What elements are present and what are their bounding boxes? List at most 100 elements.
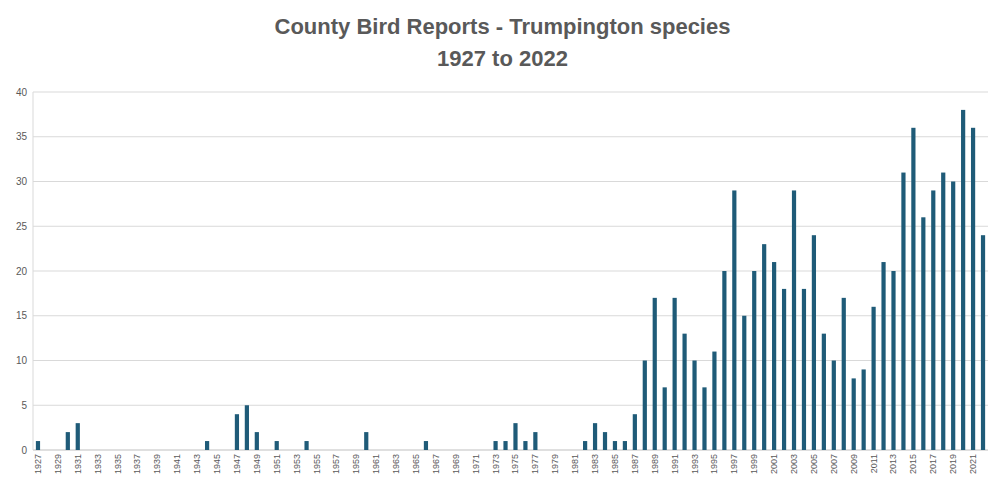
bar	[474, 450, 478, 451]
bar	[334, 450, 338, 451]
bar	[295, 450, 299, 451]
y-tick-label: 5	[21, 400, 27, 411]
bar	[732, 190, 736, 450]
bar	[106, 450, 110, 451]
bar	[663, 387, 667, 450]
x-tick-label: 1983	[590, 454, 600, 474]
bar	[145, 450, 149, 451]
bar	[931, 190, 935, 450]
y-tick-label: 30	[16, 176, 28, 187]
grid-line	[33, 226, 988, 227]
bar	[523, 441, 527, 450]
bar	[484, 450, 488, 451]
bar	[901, 173, 905, 450]
x-tick-label: 1941	[172, 454, 182, 474]
x-tick-label: 2017	[928, 454, 938, 474]
bar	[96, 450, 100, 451]
bar	[46, 450, 50, 451]
bar	[513, 423, 517, 450]
bar	[464, 450, 468, 451]
x-tick-label: 1945	[212, 454, 222, 474]
bar	[66, 432, 70, 450]
bar	[682, 334, 686, 450]
x-tick-label: 2019	[948, 454, 958, 474]
x-tick-label: 1937	[132, 454, 142, 474]
x-tick-label: 1951	[272, 454, 282, 474]
x-tick-label: 1977	[530, 454, 540, 474]
x-tick-label: 1935	[113, 454, 123, 474]
bar	[434, 450, 438, 451]
bar	[941, 173, 945, 450]
y-tick-label: 40	[16, 87, 28, 98]
bar	[613, 441, 617, 450]
x-tick-label: 2015	[908, 454, 918, 474]
bar	[553, 450, 557, 451]
x-tick-label: 1979	[550, 454, 560, 474]
x-tick-label: 1985	[610, 454, 620, 474]
bar	[762, 244, 766, 450]
bar	[543, 450, 547, 451]
bar	[344, 450, 348, 451]
x-tick-label: 1991	[670, 454, 680, 474]
bar	[314, 450, 318, 451]
x-tick-label: 1963	[391, 454, 401, 474]
x-tick-label: 1949	[252, 454, 262, 474]
bar	[255, 432, 259, 450]
bar	[911, 128, 915, 450]
bar	[354, 450, 358, 451]
bar	[115, 450, 119, 451]
chart: County Bird Reports - Trumpington specie…	[0, 0, 1005, 491]
bar	[842, 298, 846, 450]
bars	[36, 110, 985, 450]
bar	[503, 441, 507, 450]
bar	[414, 450, 418, 451]
bar	[245, 405, 249, 450]
x-tick-label: 1957	[331, 454, 341, 474]
bar	[36, 441, 40, 450]
bar	[593, 423, 597, 450]
bar	[961, 110, 965, 450]
bar	[175, 450, 179, 451]
bar	[742, 316, 746, 450]
bar	[235, 414, 239, 450]
bar	[812, 235, 816, 450]
bar	[921, 217, 925, 450]
x-tick-label: 1969	[451, 454, 461, 474]
x-tick-label: 2005	[809, 454, 819, 474]
x-tick-label: 1947	[232, 454, 242, 474]
bar	[633, 414, 637, 450]
x-tick-label: 1967	[431, 454, 441, 474]
x-tick-label: 1989	[650, 454, 660, 474]
bar	[772, 262, 776, 450]
x-tick-label: 2001	[769, 454, 779, 474]
x-tick-label: 2003	[789, 454, 799, 474]
y-axis-line	[33, 92, 34, 450]
bar	[56, 450, 60, 451]
bar	[404, 450, 408, 451]
bar	[981, 235, 985, 450]
bar	[822, 334, 826, 450]
y-tick-label: 35	[16, 131, 28, 142]
x-tick-label: 2021	[968, 454, 978, 474]
bar	[215, 450, 219, 451]
x-tick-label: 1965	[411, 454, 421, 474]
x-tick-label: 1933	[93, 454, 103, 474]
bar	[881, 262, 885, 450]
x-tick-label: 1943	[192, 454, 202, 474]
x-tick-label: 1939	[152, 454, 162, 474]
grid-line	[33, 271, 988, 272]
x-tick-label: 1927	[33, 454, 43, 474]
grid-line	[33, 136, 988, 137]
bar	[653, 298, 657, 450]
bar	[832, 361, 836, 451]
bar	[493, 441, 497, 450]
y-tick-label: 10	[16, 355, 28, 366]
bar	[951, 182, 955, 451]
bar	[125, 450, 129, 451]
x-tick-label: 1973	[491, 454, 501, 474]
bar	[304, 441, 308, 450]
y-tick-label: 0	[21, 445, 27, 456]
x-tick-label: 2009	[849, 454, 859, 474]
x-tick-label: 2007	[829, 454, 839, 474]
bar	[454, 450, 458, 451]
